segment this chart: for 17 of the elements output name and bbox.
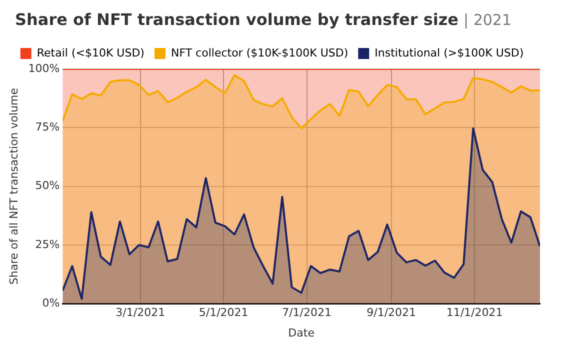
y-tick-label: 0% bbox=[42, 296, 60, 310]
x-tick-label: 9/1/2021 bbox=[366, 306, 416, 320]
x-tick-label: 7/1/2021 bbox=[282, 306, 332, 320]
x-tick-label: 5/1/2021 bbox=[198, 306, 248, 320]
x-tick-label: 11/1/2021 bbox=[446, 306, 503, 320]
chart-title: Share of NFT transaction volume by transfer size bbox=[15, 10, 459, 29]
x-tick-label: 3/1/2021 bbox=[116, 306, 166, 320]
x-axis-title: Date bbox=[288, 326, 315, 340]
y-tick-label: 75% bbox=[35, 120, 60, 134]
legend-label: NFT collector ($10K-$100K USD) bbox=[170, 46, 348, 60]
chart-subtitle: | 2021 bbox=[464, 11, 512, 29]
y-tick-label: 100% bbox=[28, 62, 60, 75]
y-axis-title: Share of all NFT transaction volume bbox=[7, 88, 20, 285]
y-tick-label: 50% bbox=[35, 179, 60, 192]
legend-label: Institutional (>$100K USD) bbox=[374, 46, 524, 60]
legend-label: Retail (<$10K USD) bbox=[36, 46, 144, 60]
y-tick-label: 25% bbox=[35, 238, 60, 251]
